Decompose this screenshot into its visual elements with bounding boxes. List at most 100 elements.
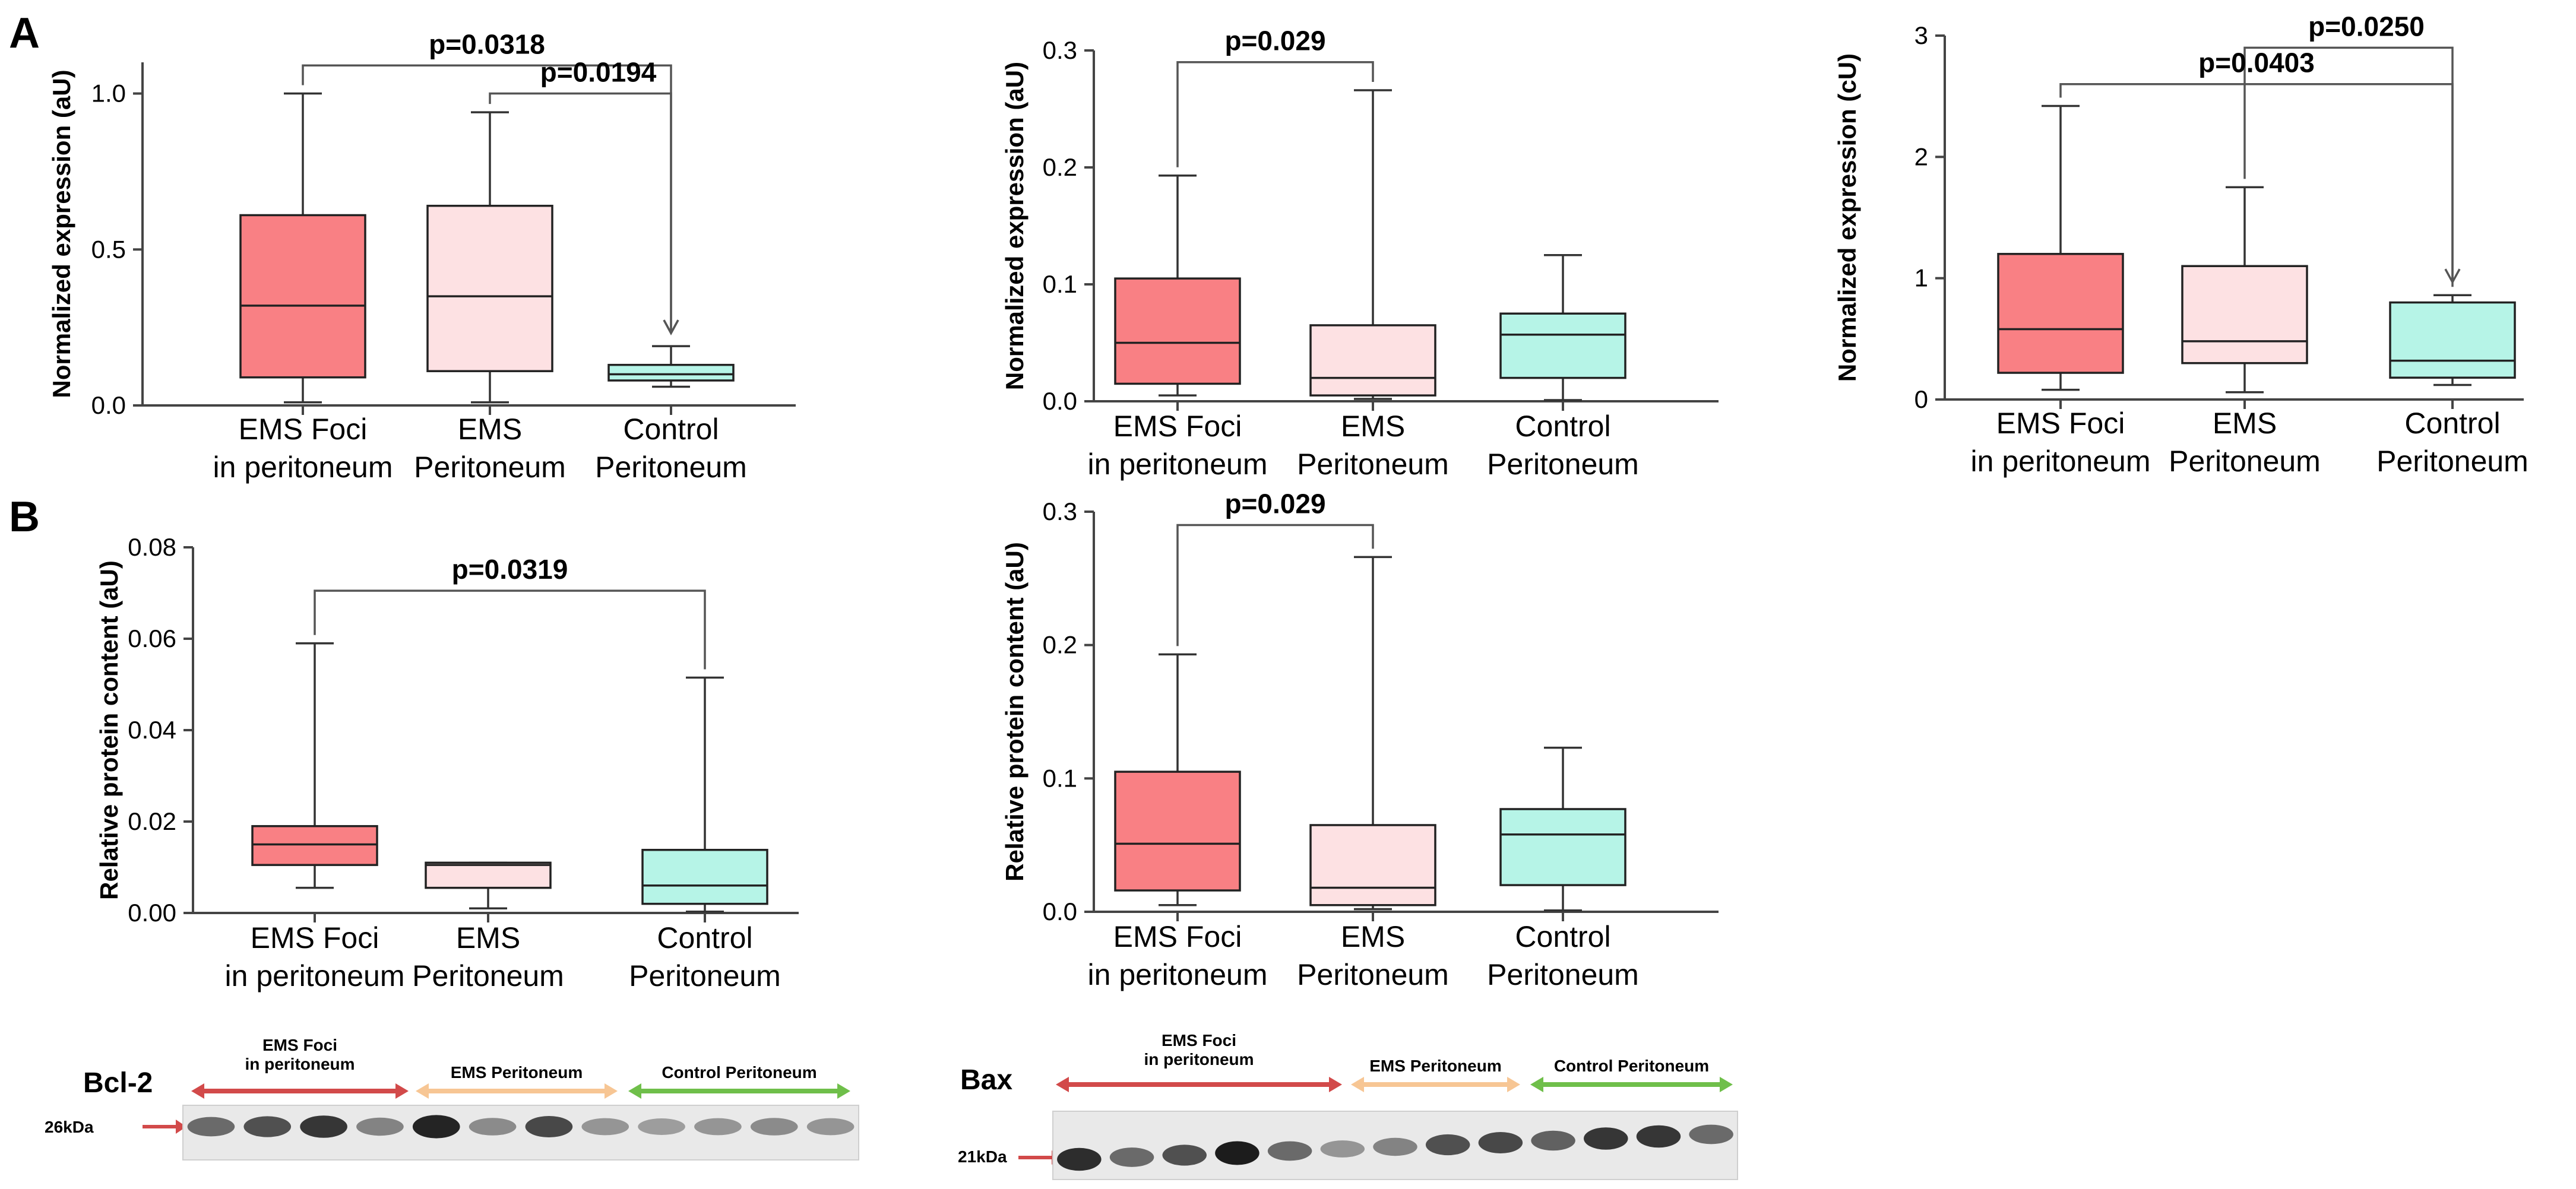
box-iqr [425, 861, 552, 889]
box-plot-1 [1997, 104, 2124, 391]
blot-membrane [182, 1105, 859, 1161]
bracket-line [2243, 46, 2454, 280]
y-tick-label: 0.3 [1043, 36, 1077, 64]
box-iqr [1997, 253, 2124, 374]
box-plot-1 [1114, 653, 1241, 906]
blot-band [187, 1117, 235, 1137]
blot-band [1636, 1125, 1681, 1148]
panel-label-a: A [9, 9, 40, 57]
y-tick-label: 1.0 [91, 80, 126, 107]
y-tick-label: 0.2 [1043, 631, 1077, 659]
blot-title: Bax [960, 1064, 1012, 1096]
bracket-line [2059, 83, 2454, 287]
y-tick-label: 0.04 [128, 716, 176, 744]
double-arrow-head-left [191, 1083, 204, 1099]
y-axis-label: Relative protein content (aU) [1001, 542, 1028, 882]
blot-membrane [1052, 1111, 1738, 1180]
box-plot-1 [251, 642, 378, 889]
box-plot-2 [426, 111, 553, 404]
category-label-line2: Peritoneum [2376, 445, 2528, 478]
significance-bracket: p=0.029 [1176, 488, 1374, 646]
blot-band [1373, 1137, 1417, 1156]
blot-band [412, 1115, 460, 1139]
blot-band [1215, 1141, 1259, 1165]
box-plot-2 [425, 861, 552, 910]
blot-band [1478, 1132, 1523, 1153]
y-tick-label: 0.0 [1043, 898, 1077, 925]
group-label-line1: EMS Foci [262, 1036, 337, 1054]
p-value-label: p=0.0403 [2198, 47, 2315, 78]
significance-bracket: p=0.0319 [314, 554, 706, 670]
box-iqr [239, 214, 366, 379]
double-arrow-head-right [1720, 1077, 1733, 1092]
group-arrow-3: Control Peritoneum [628, 1063, 850, 1099]
blot-band [1689, 1124, 1733, 1144]
y-tick-label: 3 [1914, 21, 1928, 49]
category-label-line2: Peritoneum [595, 451, 747, 484]
y-tick-label: 0.00 [128, 899, 176, 927]
p-value-label: p=0.0319 [452, 554, 568, 585]
category-label-line1: EMS Foci [1113, 920, 1242, 953]
group-label: Control Peritoneum [1554, 1057, 1709, 1075]
blot-band [243, 1116, 292, 1137]
double-arrow-head-left [416, 1083, 429, 1099]
group-label-line2: in peritoneum [1144, 1050, 1254, 1068]
double-arrow-head-right [395, 1083, 409, 1099]
category-label-line1: Control [1515, 410, 1610, 443]
kda-label: 21kDa [958, 1147, 1007, 1166]
category-label-line1: Control [1515, 920, 1610, 953]
bracket-line [489, 92, 672, 331]
category-label-line1: EMS [456, 921, 520, 955]
box-plot-2 [1309, 556, 1436, 911]
box-iqr [2389, 301, 2516, 379]
y-tick-label: 0.1 [1043, 270, 1077, 298]
blot-band [1320, 1140, 1365, 1158]
significance-bracket: p=0.029 [1176, 26, 1374, 167]
category-label-line2: in peritoneum [1971, 445, 2151, 478]
blot-band [1162, 1144, 1207, 1166]
category-label-line2: Peritoneum [629, 959, 781, 993]
y-tick-label: 0.0 [91, 391, 126, 419]
box-plot-3 [1499, 254, 1626, 401]
bracket-arrowhead [663, 319, 679, 335]
category-label-line1: EMS Foci [239, 413, 368, 446]
blot-band [469, 1118, 517, 1136]
category-label-line2: Peritoneum [1297, 448, 1449, 481]
category-label-line2: Peritoneum [414, 451, 566, 484]
category-label-line1: EMS [458, 413, 522, 446]
kda-label: 26kDa [45, 1118, 94, 1136]
group-label: EMS Peritoneum [1369, 1057, 1501, 1075]
category-label-line1: EMS [1341, 410, 1405, 443]
group-label-line1: EMS Foci [1162, 1031, 1236, 1050]
category-label-line1: Control [623, 413, 719, 446]
group-label-line2: in peritoneum [245, 1055, 355, 1073]
box-plot-2 [2181, 186, 2308, 394]
category-label-line1: EMS Foci [1113, 410, 1242, 443]
bracket-line [1176, 524, 1374, 646]
y-tick-label: 0 [1914, 385, 1928, 413]
box-iqr [1114, 277, 1241, 385]
blot-band [750, 1118, 798, 1136]
y-tick-label: 0.3 [1043, 497, 1077, 525]
double-arrow-head-right [1507, 1077, 1520, 1092]
group-arrow-2: EMS Peritoneum [1351, 1057, 1520, 1092]
blot-band [806, 1118, 855, 1136]
category-label-line1: EMS [1341, 920, 1405, 953]
category-label-line1: Control [657, 921, 752, 955]
box-plot-1 [1114, 175, 1241, 397]
category-label-line1: Control [2404, 407, 2500, 440]
y-tick-label: 0.1 [1043, 764, 1077, 792]
blot-band [300, 1115, 347, 1138]
double-arrow-head-right [605, 1083, 618, 1099]
kda-arrowhead [176, 1120, 186, 1134]
significance-bracket: p=0.0403 [2059, 47, 2454, 287]
group-arrow-2: EMS Peritoneum [416, 1063, 618, 1099]
chart-a1-expression: 0.0 0.5 1.0 Normalized expression (aU) EMS F… [48, 28, 796, 484]
double-arrow-head-left [1351, 1077, 1364, 1092]
box-iqr [1309, 324, 1436, 397]
